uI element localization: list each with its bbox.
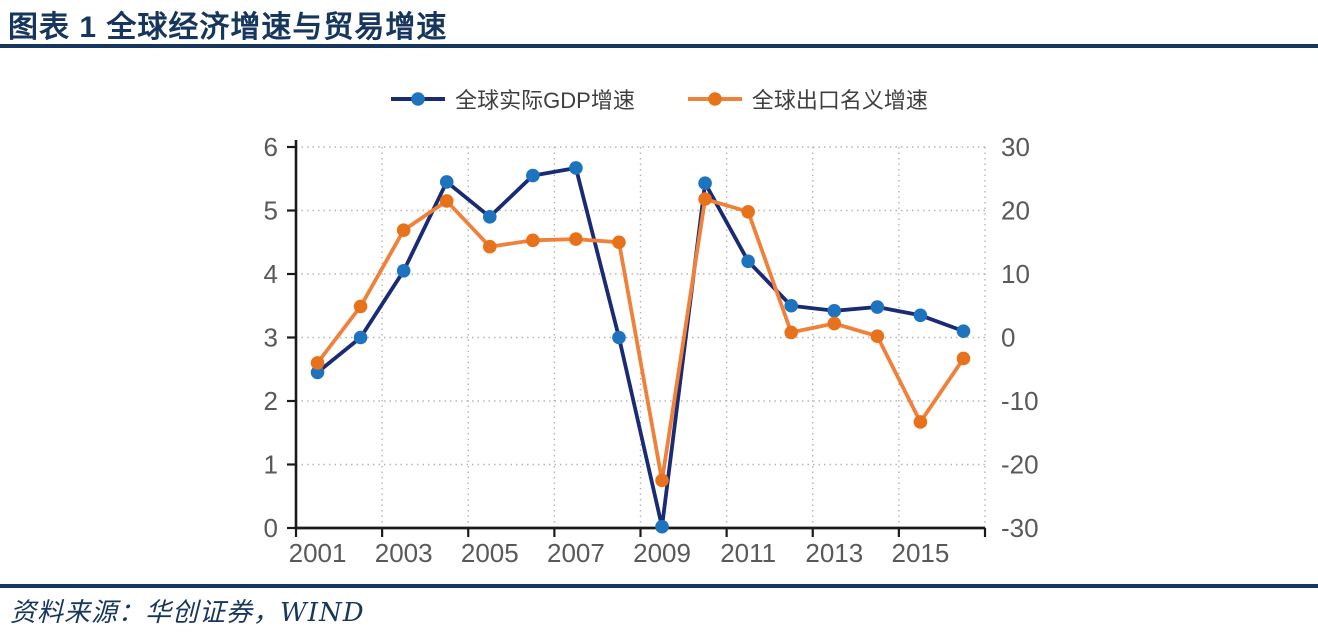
y-axis-label-left: 6 xyxy=(264,132,278,162)
export-data-point xyxy=(569,232,583,246)
export-data-point xyxy=(913,415,928,429)
legend-label-export: 全球出口名义增速 xyxy=(751,88,928,113)
export-legend-marker-icon xyxy=(687,92,742,106)
x-axis-label: 2009 xyxy=(633,538,691,568)
gdp-data-point xyxy=(396,264,411,278)
x-axis-label: 2003 xyxy=(375,538,433,568)
export-data-point xyxy=(741,204,755,219)
export-data-point xyxy=(784,325,799,340)
source-note: 资料来源：华创证券，WIND xyxy=(10,598,365,628)
gdp-data-point xyxy=(741,254,755,269)
y-axis-label-right: 0 xyxy=(1001,323,1015,353)
x-axis-label: 2013 xyxy=(805,538,863,568)
gdp-data-point xyxy=(439,175,454,189)
title-divider xyxy=(0,44,1318,48)
export-series-line xyxy=(315,197,966,483)
x-axis-label: 2001 xyxy=(289,538,347,568)
gdp-data-point xyxy=(310,365,325,380)
x-axis-label: 2015 xyxy=(891,538,949,568)
gdp-data-point xyxy=(784,298,799,313)
export-data-point xyxy=(956,351,971,366)
y-axis-label-right: -20 xyxy=(1001,450,1039,480)
y-axis-label-left: 3 xyxy=(264,323,278,353)
export-data-point xyxy=(526,233,540,248)
gdp-data-point xyxy=(353,330,368,345)
gdp-data-point xyxy=(526,168,540,183)
x-axis-label: 2005 xyxy=(461,538,519,568)
y-axis-label-right: -10 xyxy=(1001,386,1039,416)
page-title: 图表 1 全球经济增速与贸易增速 xyxy=(8,11,448,44)
x-axis-label: 2011 xyxy=(720,538,776,568)
export-data-point xyxy=(439,194,454,208)
legend-item-gdp: 全球实际GDP增速 xyxy=(390,83,635,115)
export-data-point xyxy=(612,235,626,250)
export-data-point xyxy=(310,356,325,370)
y-axis-label-right: 20 xyxy=(1001,196,1030,226)
y-axis-label-left: 1 xyxy=(264,450,278,480)
x-axis-label: 2007 xyxy=(547,538,605,568)
chart-legend: 全球实际GDP增速 全球出口名义增速 xyxy=(0,83,1318,115)
gdp-data-point xyxy=(698,176,712,190)
export-data-point xyxy=(353,299,368,314)
gdp-data-point xyxy=(612,330,626,345)
export-data-point xyxy=(827,316,842,331)
y-axis-label-right: 30 xyxy=(1001,132,1030,162)
gdp-data-point xyxy=(870,300,885,314)
y-axis-label-left: 0 xyxy=(264,513,278,543)
gdp-data-point xyxy=(482,210,497,224)
y-axis-label-left: 2 xyxy=(264,386,278,416)
gdp-legend-marker-icon xyxy=(391,92,446,106)
gdp-data-point xyxy=(956,324,971,338)
y-axis-label-right: -30 xyxy=(1001,513,1039,543)
y-axis-label-right: 10 xyxy=(1001,259,1030,289)
export-data-point xyxy=(655,473,669,488)
footer-divider xyxy=(0,584,1318,588)
export-data-point xyxy=(870,329,885,344)
export-data-point xyxy=(396,223,411,237)
legend-label-gdp: 全球实际GDP增速 xyxy=(455,88,635,113)
gdp-data-point xyxy=(655,519,669,534)
legend-item-export: 全球出口名义增速 xyxy=(687,83,928,115)
gdp-data-point xyxy=(569,161,583,175)
gdp-series-line xyxy=(315,166,966,529)
export-data-point xyxy=(698,192,712,206)
export-data-point xyxy=(482,239,497,254)
y-axis-label-left: 5 xyxy=(264,196,278,226)
y-axis-label-left: 4 xyxy=(264,259,278,289)
gdp-data-point xyxy=(913,308,928,323)
gdp-data-point xyxy=(827,304,842,318)
